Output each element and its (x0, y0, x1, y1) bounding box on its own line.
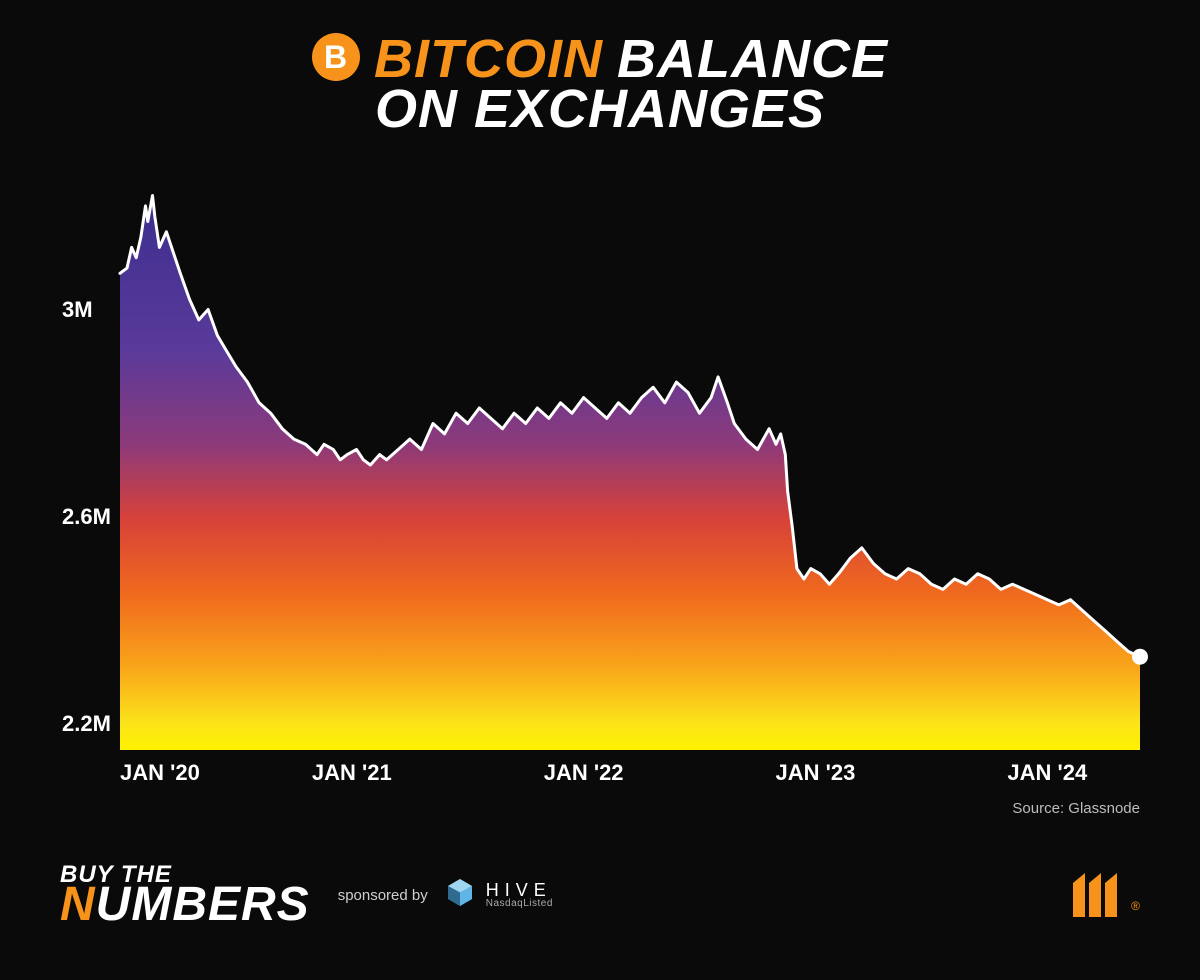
btn-flame-letter: N (60, 878, 96, 931)
registered-mark: ® (1131, 899, 1140, 913)
x-tick-label: JAN '21 (312, 760, 392, 786)
title-word-bitcoin: BITCOIN (374, 32, 603, 86)
x-tick-label: JAN '23 (776, 760, 856, 786)
bitcoin-magazine-logo: ® (1073, 873, 1140, 917)
y-tick-label: 2.2M (62, 711, 111, 737)
chart-container: 3M2.6M2.2M JAN '20JAN '21JAN '22JAN '23J… (60, 180, 1140, 750)
sponsor-block: sponsored by HIVE NasdaqListed (338, 877, 553, 913)
hive-sub: NasdaqListed (486, 899, 553, 909)
buy-the-numbers-logo: BUY THE NUMBERS (60, 865, 310, 924)
title-line-1: B BITCOIN BALANCE (0, 32, 1200, 86)
x-tick-label: JAN '24 (1007, 760, 1087, 786)
title-line-2: ON EXCHANGES (0, 82, 1200, 136)
hive-text: HIVE NasdaqListed (486, 881, 553, 909)
bitcoin-icon: B (312, 33, 360, 81)
y-tick-label: 3M (62, 297, 93, 323)
y-tick-label: 2.6M (62, 504, 111, 530)
source-attribution: Source: Glassnode (1012, 800, 1140, 817)
btn-line2: NUMBERS (60, 885, 310, 924)
hive-name: HIVE (486, 881, 553, 899)
hive-badge: HIVE NasdaqListed (442, 877, 553, 913)
chart-title: B BITCOIN BALANCE ON EXCHANGES (0, 0, 1200, 136)
hive-icon (442, 877, 478, 913)
x-tick-label: JAN '22 (544, 760, 624, 786)
area-chart (120, 180, 1140, 750)
sponsor-label: sponsored by (338, 887, 428, 904)
x-tick-label: JAN '20 (120, 760, 200, 786)
footer: BUY THE NUMBERS sponsored by HIVE Nasdaq (60, 850, 1140, 940)
title-word-balance: BALANCE (617, 32, 888, 86)
btn-rest: UMBERS (96, 878, 310, 931)
